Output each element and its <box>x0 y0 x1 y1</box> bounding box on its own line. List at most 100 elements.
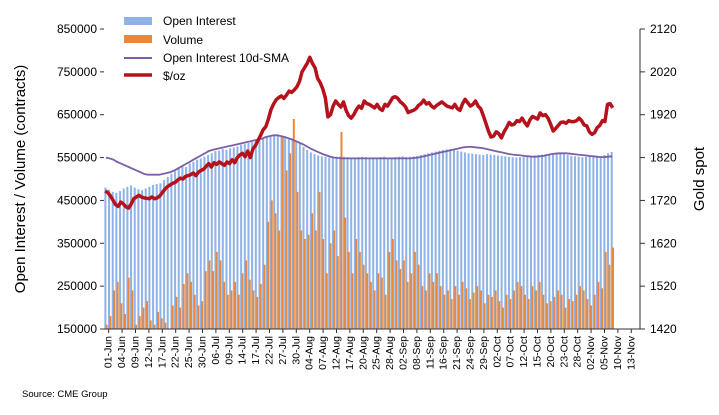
bar-volume <box>226 294 229 329</box>
bar-open-interest <box>181 165 184 329</box>
bar-open-interest <box>273 135 276 329</box>
bar-volume <box>410 273 413 329</box>
bar-open-interest <box>192 161 195 329</box>
bar-open-interest <box>221 149 224 329</box>
bar-volume <box>362 264 365 329</box>
y-right-tick-label: 1520 <box>650 279 677 293</box>
y-right-tick-label: 1720 <box>650 193 677 207</box>
x-tick-label: 17-Jun <box>156 336 168 368</box>
x-tick-label: 01-Jun <box>103 336 115 368</box>
bar-volume <box>237 294 240 329</box>
bar-volume <box>417 264 420 329</box>
bar-volume <box>494 290 497 329</box>
y-right-ticks: 1420 1520 1620 1720 1820 1920 2020 2120 <box>640 22 677 336</box>
bar-open-interest <box>331 157 334 329</box>
bar-open-interest <box>383 156 386 329</box>
bar-volume <box>223 281 226 329</box>
bar-open-interest <box>460 151 463 329</box>
bar-volume <box>523 294 526 329</box>
bar-volume <box>336 256 339 329</box>
bar-volume <box>322 239 325 329</box>
bar-volume <box>373 290 376 329</box>
y-right-tick-label: 2020 <box>650 65 677 79</box>
x-tick-label: 09-Jul <box>223 336 235 365</box>
bar-open-interest <box>570 155 573 329</box>
bar-open-interest <box>302 146 305 329</box>
bar-open-interest <box>254 141 257 329</box>
bar-volume <box>105 324 108 329</box>
bar-open-interest <box>174 171 177 329</box>
bar-volume <box>446 290 449 329</box>
bar-volume <box>248 279 251 329</box>
bar-open-interest <box>141 190 144 329</box>
bar-volume <box>303 239 306 329</box>
bar-volume <box>461 281 464 329</box>
bar-volume <box>542 294 545 329</box>
bar-volume <box>597 281 600 329</box>
bar-open-interest <box>317 155 320 329</box>
bar-volume <box>384 294 387 329</box>
bar-volume <box>164 322 167 329</box>
bar-open-interest <box>368 157 371 329</box>
bar-open-interest <box>397 156 400 329</box>
bar-volume <box>175 296 178 329</box>
y-left-tick-label: 550000 <box>57 151 97 165</box>
bar-volume <box>487 294 490 329</box>
bar-open-interest <box>185 167 188 329</box>
bar-open-interest <box>324 156 327 329</box>
bar-open-interest <box>544 154 547 329</box>
bar-open-interest <box>386 157 389 329</box>
bar-volume <box>340 131 343 329</box>
legend-label-gold: $/oz <box>163 69 186 83</box>
bar-volume <box>556 290 559 329</box>
bar-open-interest <box>229 148 232 329</box>
bar-volume <box>520 286 523 329</box>
legend-label-open-interest: Open Interest <box>163 14 236 28</box>
x-tick-label: 17-Jul <box>250 336 262 365</box>
bar-open-interest <box>467 153 470 329</box>
bar-open-interest <box>364 157 367 329</box>
bar-open-interest <box>533 155 536 329</box>
bar-open-interest <box>188 163 191 329</box>
bar-open-interest <box>353 158 356 329</box>
bar-volume <box>366 273 369 329</box>
bar-open-interest <box>119 191 122 329</box>
bar-open-interest <box>515 157 518 329</box>
bar-volume <box>509 299 512 329</box>
bar-open-interest <box>548 153 551 329</box>
bar-open-interest <box>126 186 129 329</box>
bar-volume <box>311 213 314 329</box>
x-tick-label: 28-Oct <box>572 336 584 368</box>
bar-volume <box>245 260 248 329</box>
bar-volume <box>527 299 530 329</box>
bar-open-interest <box>159 183 162 329</box>
bar-open-interest <box>328 157 331 329</box>
y-left-ticks: 150000 250000 350000 450000 550000 650000 7500… <box>57 22 104 336</box>
bar-volume <box>234 281 237 329</box>
bar-open-interest <box>434 151 437 329</box>
bar-open-interest <box>115 192 118 329</box>
y-axis-left-label: Open Interest / Volume (contracts) <box>12 65 29 293</box>
bar-open-interest <box>441 149 444 329</box>
x-tick-label: 07-Oct <box>505 336 517 368</box>
x-tick-label: 20-Oct <box>545 336 557 368</box>
y-axis-right-label: Gold spot <box>691 146 708 211</box>
bar-volume <box>600 288 603 329</box>
bar-open-interest <box>372 158 375 329</box>
x-tick-label: 29-Sep <box>478 336 490 370</box>
bar-volume <box>571 301 574 329</box>
bar-volume <box>201 301 204 329</box>
bar-volume <box>465 288 468 329</box>
bar-volume <box>399 269 402 329</box>
bar-volume <box>564 307 567 329</box>
line-layer <box>104 55 615 210</box>
bar-open-interest <box>155 184 158 329</box>
bar-open-interest <box>445 149 448 329</box>
legend-swatch-volume <box>124 35 152 43</box>
bar-open-interest <box>152 185 155 329</box>
bar-open-interest <box>555 152 558 329</box>
bar-open-interest <box>306 149 309 329</box>
bar-volume <box>186 273 189 329</box>
bar-open-interest <box>511 157 514 329</box>
bar-open-interest <box>482 155 485 329</box>
